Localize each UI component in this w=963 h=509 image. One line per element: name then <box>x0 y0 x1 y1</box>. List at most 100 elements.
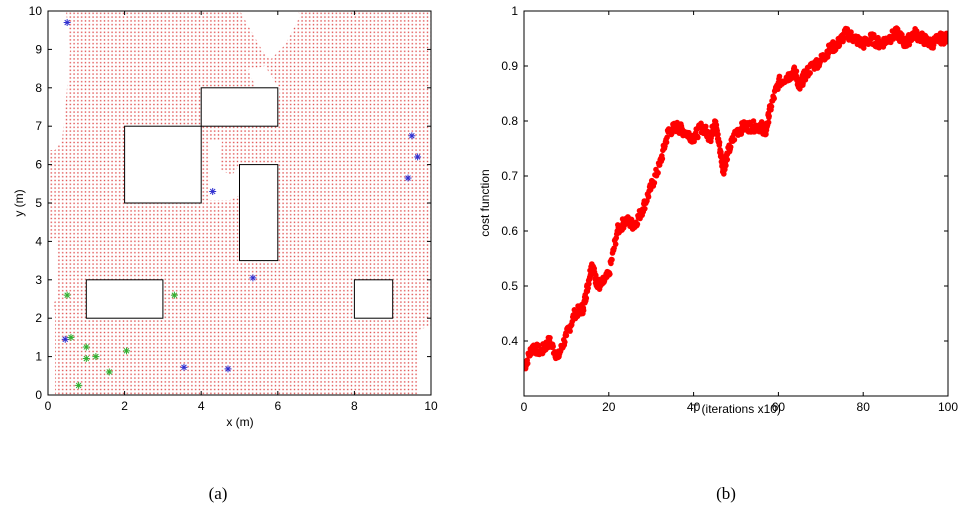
x-axis-label: T (iterations x10) <box>691 402 781 416</box>
cost-point <box>612 241 619 247</box>
green-asterisk-point <box>82 343 90 351</box>
y-tick-label: 0.9 <box>501 59 518 73</box>
cost-point <box>645 194 652 200</box>
x-tick-label: 80 <box>857 400 871 414</box>
obstacle-rect <box>200 87 279 127</box>
blue-asterisk-point <box>408 132 416 140</box>
cost-point <box>716 139 723 146</box>
y-axis-label: cost function <box>478 169 492 236</box>
cost-point <box>721 171 727 177</box>
y-tick-label: 5 <box>35 196 42 210</box>
y-tick-label: 7 <box>35 119 42 133</box>
cost-point <box>718 154 725 161</box>
x-tick-label: 20 <box>602 400 616 414</box>
cost-point <box>860 45 867 51</box>
cost-function-panel: 0 20 40 60 80 100 0.4 0.5 0.6 0.7 0.8 0.9 1 T (itera… <box>478 4 958 503</box>
y-tick-label: 1 <box>511 4 518 18</box>
green-asterisk-point <box>170 291 178 299</box>
y-tick-label: 9 <box>35 42 42 56</box>
y-tick-label: 0.8 <box>501 114 518 128</box>
blue-asterisk-point <box>209 187 217 195</box>
x-axis-label: x (m) <box>226 415 253 429</box>
cost-point <box>793 68 800 74</box>
cost-point <box>655 170 661 176</box>
cost-point <box>724 156 731 163</box>
cost-point <box>945 35 948 42</box>
cost-point <box>659 155 666 162</box>
green-asterisk-point <box>105 368 113 376</box>
cost-point <box>524 360 531 367</box>
cost-point <box>763 131 769 137</box>
obstacle-rect <box>85 279 164 319</box>
obstacle-rect <box>353 279 394 319</box>
cost-point <box>547 335 553 341</box>
cost-point <box>727 144 734 150</box>
y-tick-label: 0.5 <box>501 279 518 293</box>
y-tick-label: 0.4 <box>501 334 518 348</box>
cost-point <box>766 113 772 119</box>
cost-point <box>607 271 613 277</box>
y-axis-label: y (m) <box>12 189 26 216</box>
caption-b: (b) <box>716 484 736 503</box>
y-tick-label: 2 <box>35 311 42 325</box>
y-tick-label: 6 <box>35 158 42 172</box>
cost-point <box>550 343 556 350</box>
blue-asterisk-point <box>61 335 69 343</box>
blue-asterisk-point <box>224 365 232 373</box>
green-asterisk-point <box>67 333 75 341</box>
cost-point <box>731 136 738 143</box>
x-tick-label: 6 <box>274 399 281 413</box>
blue-asterisk-point <box>180 363 188 371</box>
cost-point <box>715 131 721 138</box>
cost-point <box>642 205 648 212</box>
cost-point <box>583 295 590 301</box>
uncovered-patch <box>48 11 70 150</box>
coverage-map-panel: 0 2 4 6 8 10 0 1 2 3 4 5 6 7 8 9 10 x (m) y (m) (a) <box>12 4 438 503</box>
cost-point <box>562 339 568 345</box>
cost-point <box>723 162 729 169</box>
cost-point <box>695 134 701 141</box>
y-tick-label: 0.7 <box>501 169 518 183</box>
cost-point <box>567 328 573 334</box>
cost-point <box>944 31 948 37</box>
green-asterisk-point <box>75 381 83 389</box>
y-tick-label: 4 <box>35 234 42 248</box>
blue-asterisk-point <box>414 153 422 161</box>
x-tick-label: 40 <box>687 400 701 414</box>
cost-point <box>586 281 592 287</box>
y-tick-label: 8 <box>35 81 42 95</box>
cost-point <box>771 95 777 102</box>
y-tick-label: 1 <box>35 350 42 364</box>
cost-point <box>609 256 615 263</box>
uncovered-patch <box>48 238 58 305</box>
cost-point <box>563 332 570 339</box>
x-tick-label: 2 <box>121 399 128 413</box>
cost-point <box>663 139 670 146</box>
cost-point <box>765 119 772 126</box>
cost-point <box>906 41 913 48</box>
obstacle-rect <box>124 125 202 204</box>
cost-point <box>593 272 599 279</box>
x-tick-label: 0 <box>521 400 528 414</box>
y-tick-label: 3 <box>35 273 42 287</box>
cost-point <box>776 73 783 80</box>
y-tick-label: 0.6 <box>501 224 518 238</box>
cost-point <box>580 307 587 314</box>
uncovered-patch <box>240 11 300 60</box>
cost-point <box>634 221 641 227</box>
cost-point <box>664 134 670 141</box>
green-asterisk-point <box>63 291 71 299</box>
x-tick-label: 100 <box>938 400 958 414</box>
cost-point <box>768 103 775 110</box>
cost-point <box>807 70 813 76</box>
x-tick-label: 4 <box>198 399 205 413</box>
blue-asterisk-point <box>404 174 412 182</box>
uncovered-patch <box>418 326 431 395</box>
x-tick-label: 8 <box>351 399 358 413</box>
blue-asterisk-point <box>249 274 257 282</box>
y-tick-label: 0 <box>35 388 42 402</box>
x-tick-label: 0 <box>45 399 52 413</box>
green-asterisk-point <box>123 347 131 355</box>
x-tick-label: 10 <box>424 399 438 413</box>
